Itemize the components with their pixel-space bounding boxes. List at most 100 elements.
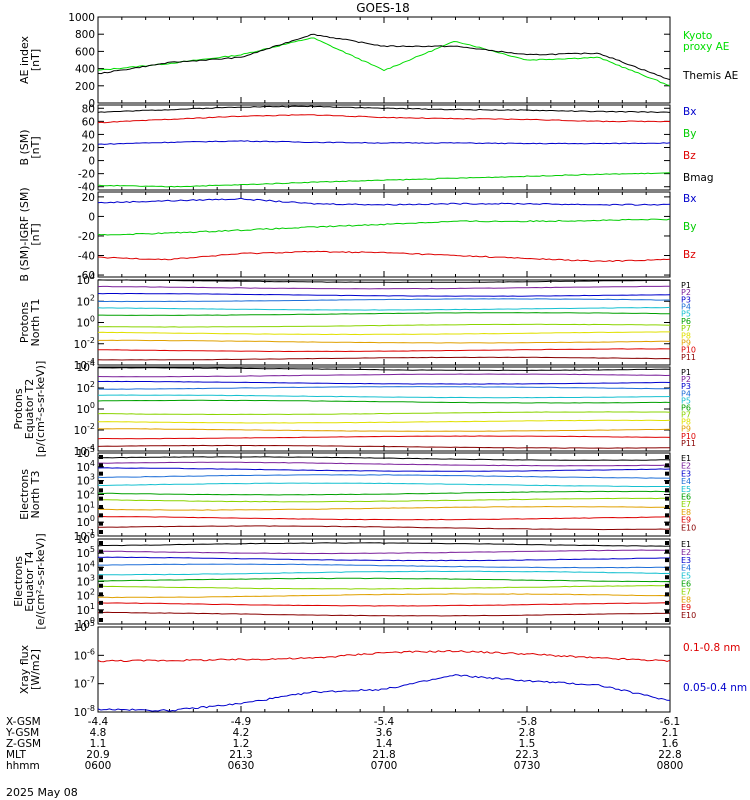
footer-value: -4.4 bbox=[88, 716, 109, 728]
footer-value: 1.5 bbox=[519, 738, 536, 750]
legend-entry: E6 bbox=[681, 493, 691, 502]
edge-marker bbox=[99, 488, 103, 493]
y-tick-label: 102 bbox=[77, 588, 95, 603]
y-tick-label: 106 bbox=[77, 531, 95, 546]
edge-marker bbox=[665, 521, 669, 526]
series-line bbox=[97, 570, 671, 576]
y-tick-label: 600 bbox=[75, 46, 95, 58]
legend-entry: P5 bbox=[681, 396, 691, 405]
series-line bbox=[97, 435, 671, 440]
legend-entry: E3 bbox=[681, 556, 691, 565]
y-tick-label: 103 bbox=[77, 473, 95, 488]
panel-frame bbox=[97, 626, 671, 713]
footer-value: 21.3 bbox=[229, 749, 252, 761]
panel-3: B (SM)-IGRF (SM)[nT] -60 -40 -20 0 20 Bx By Bz bbox=[18, 187, 696, 282]
legend-entry: Themis AE bbox=[682, 70, 738, 82]
y-tick-label: 102 bbox=[77, 487, 95, 502]
series-line bbox=[97, 197, 671, 206]
y-tick-label: -40 bbox=[78, 251, 95, 263]
series-line bbox=[97, 515, 670, 521]
series-line bbox=[97, 474, 671, 479]
footer-row-label: MLT bbox=[6, 749, 26, 761]
y-axis-label: ProtonsNorth T1 bbox=[18, 299, 42, 347]
y-tick-label: 10-2 bbox=[74, 336, 95, 351]
legend-entry: P1 bbox=[681, 281, 691, 290]
footer-row-label: X-GSM bbox=[6, 716, 41, 728]
series-line bbox=[98, 380, 671, 385]
legend-entry: Bx bbox=[683, 106, 696, 118]
y-tick-label: 1000 bbox=[68, 12, 95, 24]
edge-marker bbox=[665, 455, 669, 459]
y-tick-label: 10-5 bbox=[74, 619, 95, 634]
legend-entry: E5 bbox=[681, 485, 691, 494]
series-line bbox=[97, 114, 671, 124]
y-tick-label: 100 bbox=[77, 315, 95, 330]
legend-entry: By bbox=[683, 221, 696, 233]
series-line bbox=[97, 298, 670, 303]
y-tick-label: 104 bbox=[77, 359, 95, 374]
legend-entry: P4 bbox=[681, 389, 691, 398]
series-line bbox=[97, 292, 671, 297]
panel-frame bbox=[97, 16, 671, 104]
series-line bbox=[97, 218, 671, 236]
series-line bbox=[97, 306, 671, 311]
y-axis-label: ElectronsEquator T4[e/(cm²-s-sr-keV)] bbox=[12, 533, 47, 629]
footer-value: 4.2 bbox=[233, 727, 250, 739]
legend-entry: E10 bbox=[681, 611, 696, 620]
y-tick-label: -20 bbox=[78, 231, 95, 243]
edge-marker bbox=[99, 463, 103, 468]
legend-entry: E5 bbox=[681, 572, 691, 581]
y-tick-label: 10-2 bbox=[74, 422, 95, 437]
y-tick-label: 105 bbox=[77, 545, 95, 560]
series-line bbox=[98, 461, 671, 467]
series-line bbox=[97, 482, 670, 488]
footer-value: 1.4 bbox=[376, 738, 393, 750]
legend-entry: P5 bbox=[681, 310, 691, 319]
legend-entry: E8 bbox=[681, 508, 691, 517]
legend-entry: P10 bbox=[681, 346, 696, 355]
legend-entry: proxy AE bbox=[683, 41, 729, 53]
edge-marker bbox=[99, 505, 103, 509]
y-tick-label: 103 bbox=[77, 574, 95, 589]
y-tick-label: 10-1 bbox=[74, 528, 95, 543]
y-tick-label: 10-6 bbox=[74, 647, 95, 662]
legend-entry: P11 bbox=[681, 353, 696, 362]
series-line bbox=[98, 563, 671, 569]
footer-value: 1.1 bbox=[90, 738, 107, 750]
panel-8: Xray flux[W/m2] 10-8 10-7 10-6 10-5 0.1-0.8 n… bbox=[18, 619, 747, 719]
legend-entry: P2 bbox=[681, 375, 691, 384]
series-line bbox=[98, 394, 671, 399]
legend-entry: E7 bbox=[681, 587, 691, 596]
series-line bbox=[97, 542, 671, 547]
legend-entry: P7 bbox=[681, 324, 691, 333]
series-line bbox=[97, 444, 670, 449]
legend-entry: P7 bbox=[681, 411, 691, 420]
footer-value: 21.8 bbox=[372, 749, 395, 761]
panel-5: ProtonsEquator T2[p/(cm²-s-sr-keV)] 10-41… bbox=[12, 359, 696, 458]
edge-marker bbox=[99, 566, 103, 571]
footer-row-label: Z-GSM bbox=[6, 738, 41, 750]
legend-entry: Bx bbox=[683, 193, 696, 205]
series-line bbox=[97, 584, 670, 590]
legend-entry: P9 bbox=[681, 425, 691, 434]
footer-value: 2.8 bbox=[519, 727, 536, 739]
series-line bbox=[97, 490, 671, 496]
panel-frame bbox=[97, 104, 671, 191]
plot-panels: AE index[nT]02004006008001000Kyotoproxy … bbox=[12, 12, 747, 719]
legend-entry: E10 bbox=[681, 523, 696, 532]
y-tick-label: 104 bbox=[77, 559, 95, 574]
y-axis-label: Xray flux[W/m2] bbox=[18, 644, 42, 694]
y-axis-label: AE index[nT] bbox=[18, 35, 42, 84]
y-tick-label: 105 bbox=[77, 445, 95, 460]
y-axis-label: B (SM)-IGRF (SM)[nT] bbox=[18, 187, 42, 281]
edge-marker bbox=[99, 583, 103, 588]
series-line bbox=[97, 105, 671, 114]
footer-value: 20.9 bbox=[86, 749, 109, 761]
footer-value: -6.1 bbox=[660, 716, 681, 728]
edge-marker bbox=[99, 513, 103, 518]
series-line bbox=[97, 140, 671, 145]
plot-title: GOES-18 bbox=[356, 1, 410, 15]
footer-value: -5.4 bbox=[374, 716, 395, 728]
edge-marker bbox=[99, 600, 103, 605]
